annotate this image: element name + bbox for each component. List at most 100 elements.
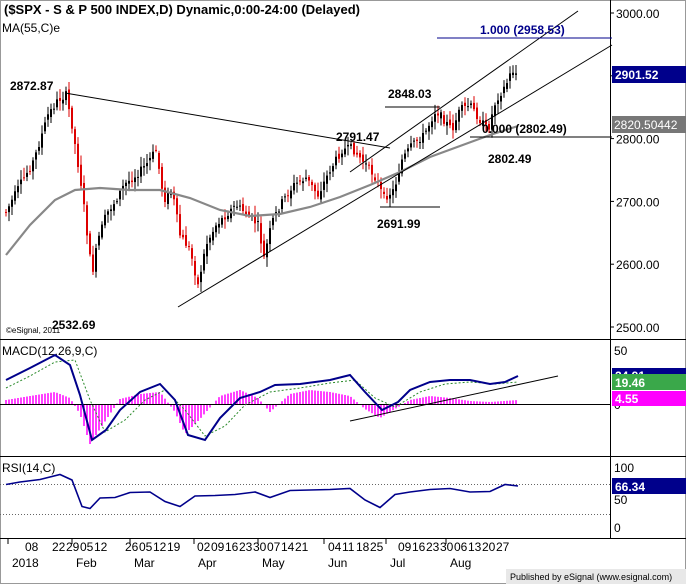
last-price-box (612, 66, 686, 83)
x-day-label: 09 (211, 540, 225, 554)
ma-value-box (612, 116, 686, 133)
price-bar-body (305, 177, 307, 179)
price-bar-body (248, 211, 250, 216)
price-bar-body (410, 143, 412, 148)
price-bar-body (101, 224, 103, 238)
price-bar-body (14, 191, 16, 201)
price-bar-body (479, 120, 481, 123)
x-day-label: 25 (370, 540, 384, 554)
rsi-tick-50: 50 (614, 493, 628, 507)
price-bar-body (131, 180, 133, 183)
price-bar-body (497, 100, 499, 104)
price-bar-body (161, 166, 163, 189)
price-bar-body (491, 114, 493, 130)
price-bar-body (440, 112, 442, 119)
price-tick-label: 2700.00 (616, 195, 660, 209)
price-bar-body (392, 189, 394, 196)
price-bar-body (401, 159, 403, 174)
price-bar-body (77, 143, 79, 167)
macd-tick-50: 50 (614, 344, 628, 358)
x-month-label: Mar (134, 556, 155, 570)
last-price-value: 2901.52 (615, 68, 659, 82)
x-day-label: 29 (66, 540, 80, 554)
price-bar-body (53, 108, 55, 110)
x-day-label: 06 (454, 540, 468, 554)
price-bar-body (47, 114, 49, 120)
price-bar-body (152, 151, 154, 159)
price-bar-body (314, 184, 316, 192)
x-day-label: 05 (80, 540, 94, 554)
price-bar-body (296, 182, 298, 184)
price-bar-body (86, 205, 88, 236)
x-month-label: May (262, 556, 285, 570)
price-bar-body (98, 235, 100, 246)
price-bar-body (230, 208, 232, 219)
price-bar-body (356, 152, 358, 155)
price-bar-body (8, 206, 10, 213)
price-bar-body (302, 181, 304, 184)
price-bar-body (458, 109, 460, 122)
x-day-label: 23 (426, 540, 440, 554)
price-bar-body (317, 190, 319, 197)
price-bar-body (461, 105, 463, 111)
annotation-low-jul: 2691.99 (377, 217, 421, 231)
price-bar-body (395, 184, 397, 192)
price-bar-body (281, 199, 283, 210)
x-day-label: 30 (440, 540, 454, 554)
price-bar-body (212, 231, 214, 241)
x-day-label: 07 (267, 540, 281, 554)
price-bar-body (128, 180, 130, 184)
x-month-label: Jul (390, 556, 405, 570)
x-day-label: 21 (295, 540, 309, 554)
price-bar-body (284, 196, 286, 198)
price-bar-body (254, 215, 256, 224)
price-bar-body (260, 223, 262, 244)
ma-value: 2820.50442 (614, 118, 678, 132)
macd-signal-value: 19.46 (615, 376, 645, 390)
price-bar-body (416, 139, 418, 141)
price-bar-body (326, 175, 328, 184)
price-bar-body (206, 243, 208, 257)
price-bar-body (209, 237, 211, 243)
price-bar-body (122, 185, 124, 191)
x-day-label: 18 (356, 540, 370, 554)
ma-55-line (5, 124, 519, 256)
x-day-label: 30 (253, 540, 267, 554)
price-bar-body (29, 170, 31, 172)
rsi-value: 66.34 (615, 480, 645, 494)
price-bars (5, 64, 517, 292)
rsi-tick-100: 100 (614, 461, 634, 475)
price-bar-body (362, 154, 364, 162)
price-bar-body (32, 160, 34, 172)
price-bar-body (353, 143, 355, 155)
price-tick-label: 2800.00 (616, 133, 660, 147)
price-bar-body (437, 113, 439, 116)
price-bar-body (452, 122, 454, 131)
price-bar-body (104, 214, 106, 226)
price-bar-body (464, 102, 466, 106)
price-axis: 3000.002900.002800.002700.002600.002500.… (610, 7, 660, 335)
price-bar-body (113, 204, 115, 211)
price-bar-body (11, 199, 13, 207)
macd-trend-line (349, 375, 559, 422)
price-bar-body (233, 205, 235, 207)
price-bar-body (332, 166, 334, 172)
price-bar-body (134, 177, 136, 183)
price-bar-body (35, 152, 37, 160)
price-bar-body (239, 205, 241, 207)
price-bar-body (389, 194, 391, 199)
price-bar-body (242, 204, 244, 212)
price-bar-body (434, 114, 436, 122)
price-bar-body (308, 177, 310, 181)
price-bar-body (476, 107, 478, 120)
price-bar-body (287, 195, 289, 197)
price-bar-body (50, 109, 52, 118)
price-bar-body (26, 172, 28, 177)
price-bar-body (200, 271, 202, 283)
annotation-low-feb: 2532.69 (52, 318, 96, 332)
price-bar-body (374, 177, 376, 181)
macd-histogram (5, 390, 517, 444)
x-month-label: Jun (328, 556, 347, 570)
price-bar-body (338, 153, 340, 159)
price-bar-body (506, 83, 508, 89)
